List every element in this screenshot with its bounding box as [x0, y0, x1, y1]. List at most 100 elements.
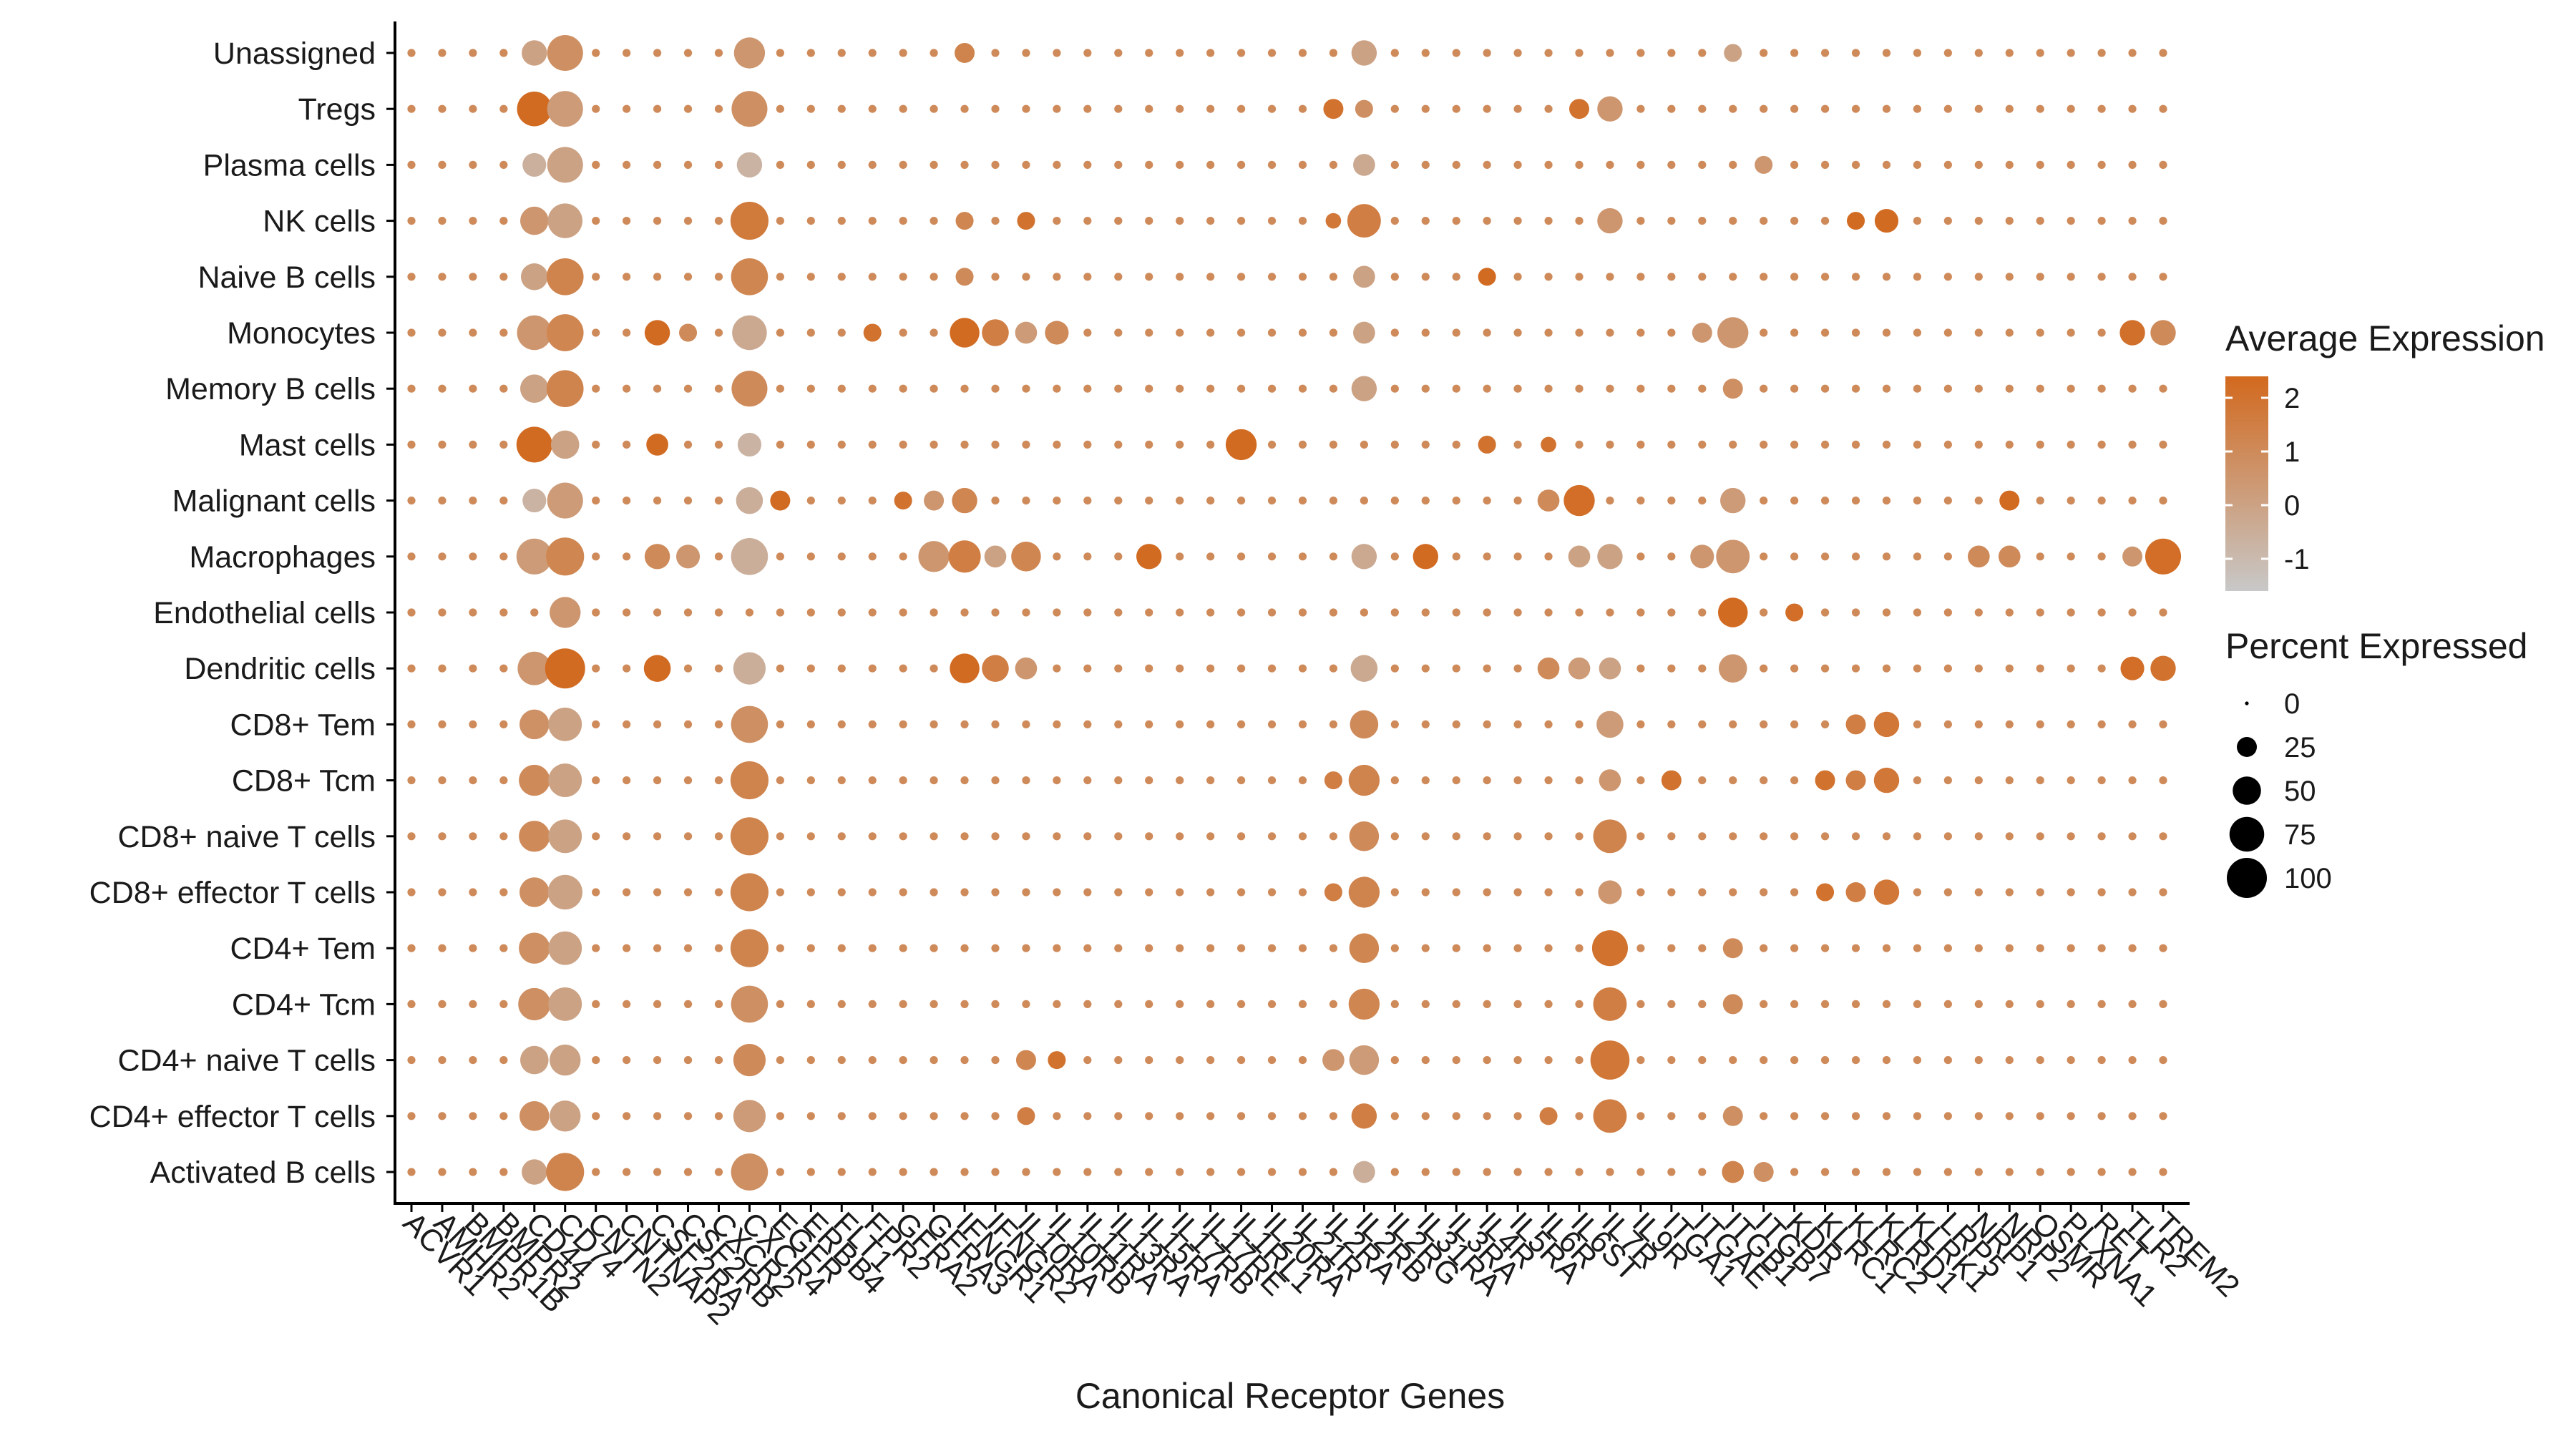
- dot: [868, 1056, 877, 1065]
- dot: [519, 877, 550, 907]
- dot: [683, 776, 693, 785]
- dot: [924, 490, 945, 511]
- dot: [1329, 160, 1338, 169]
- dot: [1698, 1056, 1707, 1065]
- dot: [1698, 160, 1707, 169]
- dot: [1599, 769, 1621, 791]
- dot: [546, 314, 584, 351]
- dot: [1513, 440, 1522, 449]
- dot: [960, 1056, 969, 1065]
- dot: [1913, 608, 1922, 617]
- dot: [469, 1000, 477, 1008]
- y-tick-label: Memory B cells: [165, 372, 376, 406]
- dot: [1421, 49, 1430, 57]
- dot: [806, 832, 815, 841]
- dot: [950, 318, 980, 348]
- dot: [1575, 1000, 1584, 1008]
- dot: [1544, 888, 1553, 897]
- dot: [1974, 497, 1983, 505]
- dot: [1351, 40, 1377, 66]
- dot: [1760, 1112, 1768, 1120]
- dot: [1544, 160, 1553, 169]
- dot: [776, 49, 784, 57]
- dot: [714, 1112, 723, 1120]
- dot: [1593, 987, 1627, 1021]
- dot: [653, 497, 662, 505]
- dot: [1513, 664, 1522, 673]
- y-tick-label: CD4+ naive T cells: [117, 1044, 376, 1078]
- dot: [1544, 776, 1553, 785]
- dot: [517, 315, 552, 351]
- dot: [714, 1168, 723, 1176]
- dot: [1145, 160, 1153, 169]
- dot: [1539, 1107, 1558, 1125]
- dot: [714, 440, 723, 449]
- dot: [714, 776, 723, 785]
- dot: [1421, 384, 1430, 393]
- dot: [731, 705, 769, 743]
- dot: [1329, 1112, 1338, 1120]
- dot: [1045, 321, 1069, 345]
- dot: [955, 268, 974, 286]
- dot: [1329, 1168, 1338, 1176]
- dot: [1390, 273, 1399, 281]
- dot: [899, 1112, 907, 1120]
- dot: [1820, 720, 1830, 729]
- dot: [1943, 1056, 1952, 1065]
- dot: [499, 1168, 508, 1176]
- dot: [1760, 328, 1768, 337]
- dot: [991, 160, 1000, 169]
- dot: [1206, 1112, 1215, 1120]
- dot: [2128, 608, 2137, 617]
- dot: [469, 49, 477, 57]
- dot: [438, 160, 447, 169]
- dot: [1943, 384, 1952, 393]
- dot: [438, 497, 447, 505]
- dot: [1206, 832, 1215, 841]
- dot: [1483, 1056, 1491, 1065]
- dot: [2159, 888, 2167, 897]
- dot: [1053, 832, 1061, 841]
- dot: [2067, 497, 2075, 505]
- dot: [1206, 664, 1215, 673]
- dot: [1943, 664, 1952, 673]
- dot: [2036, 1112, 2044, 1120]
- dot: [1513, 273, 1522, 281]
- dot: [1544, 608, 1553, 617]
- dot: [1974, 1056, 1983, 1065]
- dot: [1452, 552, 1460, 561]
- dot: [1851, 944, 1860, 952]
- dot: [1913, 720, 1922, 729]
- dot: [623, 1168, 631, 1176]
- dot: [1083, 720, 1092, 729]
- dot: [899, 944, 907, 952]
- dot: [730, 873, 769, 912]
- dot: [469, 1112, 477, 1120]
- dot: [1575, 944, 1584, 952]
- dot: [1667, 160, 1676, 169]
- dot: [2097, 328, 2106, 337]
- dot: [837, 664, 846, 673]
- dot: [1053, 608, 1061, 617]
- dot: [1596, 710, 1624, 738]
- dot: [1145, 1168, 1153, 1176]
- dot: [1324, 883, 1342, 902]
- dot: [776, 1112, 784, 1120]
- dot: [1820, 1168, 1830, 1176]
- dot: [1483, 832, 1491, 841]
- dot: [653, 49, 662, 57]
- dot: [653, 888, 662, 897]
- dot: [776, 217, 784, 225]
- dot: [1882, 328, 1891, 337]
- dot: [2036, 944, 2044, 952]
- dot: [519, 1101, 550, 1131]
- dot: [1206, 1056, 1215, 1065]
- dot: [1298, 1112, 1307, 1120]
- dot: [1236, 160, 1246, 169]
- dot: [899, 104, 907, 113]
- dot: [991, 104, 1000, 113]
- dot: [1760, 384, 1768, 393]
- dot: [1022, 608, 1030, 617]
- dot: [2036, 217, 2044, 225]
- dot: [1882, 1112, 1891, 1120]
